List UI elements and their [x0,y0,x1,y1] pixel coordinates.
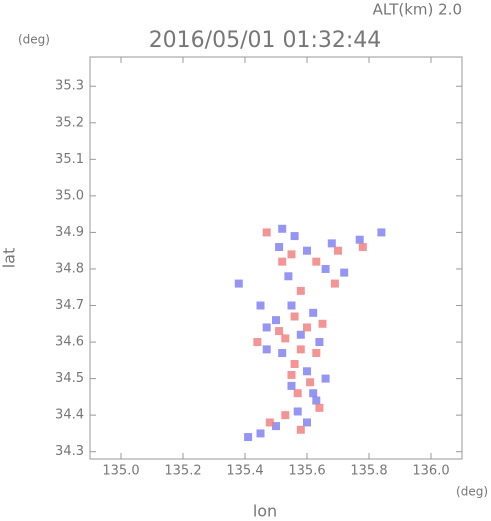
radar-cell [256,429,265,438]
radar-cell [262,323,271,332]
radar-cell [296,286,305,295]
radar-cell [275,243,284,252]
radar-cell [340,268,349,277]
y-tick-label: 34.5 [55,371,84,386]
radar-cell [278,349,287,358]
chart-title: 2016/05/01 01:32:44 [149,28,382,53]
radar-cell [296,345,305,354]
y-tick-label: 35.1 [55,152,84,167]
radar-cell [303,246,311,255]
x-unit: (deg) [456,485,488,499]
x-tick-label: 135.4 [226,464,263,479]
radar-cell [309,389,318,398]
radar-cell [244,433,253,442]
altitude-label: ALT(km) 2.0 [373,1,462,19]
radar-cell [334,246,342,255]
radar-cell [327,239,336,248]
radar-cell [296,330,305,339]
y-axis-label: lat [0,248,19,269]
radar-cell [278,257,287,266]
radar-cell [281,411,290,420]
y-tick-label: 35.3 [55,79,84,94]
y-unit: (deg) [18,33,50,47]
radar-cell [355,235,364,244]
radar-cell [265,418,274,427]
x-tick-label: 135.8 [350,464,387,479]
plot-frame [89,56,463,460]
radar-cell [330,279,339,288]
radar-cell [358,243,367,252]
radar-cell [315,403,324,412]
radar-cell [312,257,321,266]
radar-cell [303,323,311,332]
radar-cell [287,250,296,259]
radar-cell [321,264,330,273]
radar-cell [321,374,330,383]
radar-cell [318,319,327,328]
x-axis-label: lon [253,502,277,521]
y-tick-label: 35.0 [55,188,84,203]
radar-cell [287,301,296,310]
radar-cell [296,425,305,434]
x-tick-label: 136.0 [412,464,449,479]
radar-cell [315,338,324,347]
y-tick-label: 34.9 [55,225,84,240]
radar-cell [312,349,321,358]
radar-cell [256,301,265,310]
radar-cell [287,381,296,390]
radar-cell [293,389,302,398]
x-tick-label: 135.6 [288,464,325,479]
y-tick-label: 34.8 [55,261,84,276]
y-tick-label: 35.2 [55,115,84,130]
radar-cell [281,334,290,343]
y-tick-label: 34.3 [55,444,84,459]
y-tick-label: 34.7 [55,298,84,313]
y-tick-label: 34.4 [55,408,84,423]
x-tick-label: 135.2 [164,464,201,479]
radar-cell [290,312,299,321]
radar-cell [287,370,296,379]
radar-cell [272,422,280,431]
radar-cell [275,327,284,336]
radar-cell [284,272,293,281]
radar-cell [312,396,321,405]
radar-cell [377,228,386,237]
radar-cell [272,316,280,325]
radar-cell [306,378,315,387]
radar-cell [262,228,271,237]
radar-cell [303,367,311,376]
radar-cell [253,338,262,347]
radar-cell [262,345,271,354]
radar-cell [234,279,243,288]
radar-cell [290,232,299,241]
y-tick-label: 34.6 [55,335,84,350]
x-tick-label: 135.0 [102,464,139,479]
radar-cell [293,407,302,416]
radar-cell [309,308,318,317]
radar-cell [303,418,311,427]
radar-cell [278,224,287,233]
radar-cell [290,359,299,368]
